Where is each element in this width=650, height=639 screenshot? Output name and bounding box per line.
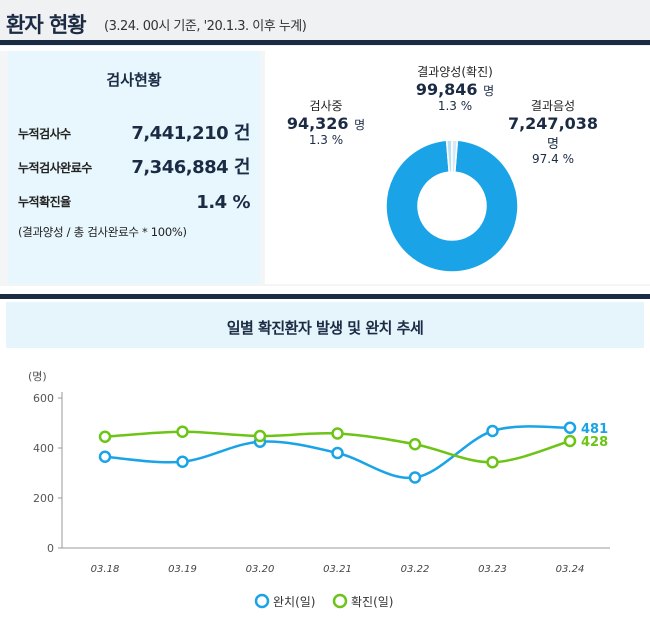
donut-label-value: 99,846 bbox=[415, 80, 478, 99]
page-header: 환자 현황 (3.24. 00시 기준, '20.1.3. 이후 누계) bbox=[0, 0, 650, 46]
legend-label-confirmed: 확진(일) bbox=[351, 595, 393, 609]
y-unit-label: (명) bbox=[28, 370, 47, 383]
legend-marker-confirmed bbox=[332, 593, 348, 609]
data-point-confirmed bbox=[253, 429, 267, 443]
header-divider bbox=[0, 40, 650, 45]
donut-label-unit: 명 bbox=[547, 137, 559, 152]
x-tick-label: 03.23 bbox=[478, 564, 507, 575]
donut-slice-negative bbox=[385, 139, 519, 273]
x-tick-label: 03.20 bbox=[246, 564, 275, 575]
data-point-recovered bbox=[486, 424, 499, 438]
page-subtitle: (3.24. 00시 기준, '20.1.3. 이후 누계) bbox=[104, 19, 307, 34]
y-tick-label: 400 bbox=[33, 442, 54, 455]
donut-slice-positive bbox=[451, 139, 459, 173]
donut-label-value: 94,326 bbox=[286, 114, 349, 133]
stat-label: 누적검사완료수 bbox=[18, 161, 92, 175]
chart-header: 일별 확진환자 발생 및 완치 추세 bbox=[6, 302, 644, 348]
legend-label-recovered: 완치(일) bbox=[273, 595, 315, 609]
data-point-confirmed bbox=[176, 425, 189, 438]
data-point-confirmed bbox=[331, 427, 344, 440]
stat-label: 누적확진율 bbox=[18, 195, 71, 209]
x-tick-label: 03.22 bbox=[401, 564, 430, 575]
end-value-label-confirmed: 428 bbox=[581, 435, 608, 450]
donut-label-unit: 명 bbox=[354, 118, 366, 132]
donut-label-name: 결과양성(확진) bbox=[417, 65, 493, 79]
donut-label-pending: 검사중 94,326 명 1.3 % bbox=[281, 97, 371, 147]
x-tick-label: 03.24 bbox=[556, 564, 585, 575]
stat-note: (결과양성 / 총 검사완료수 * 100%) bbox=[18, 225, 187, 239]
donut-chart bbox=[385, 139, 519, 273]
chart-title: 일별 확진환자 발생 및 완치 추세 bbox=[226, 319, 424, 337]
donut-label-pct: 97.4 % bbox=[532, 152, 574, 166]
stat-label: 누적검사수 bbox=[18, 127, 71, 141]
donut-label-negative: 결과음성 7,247,038 명 97.4 % bbox=[493, 97, 613, 166]
donut-label-value: 7,247,038 bbox=[507, 114, 599, 133]
section-divider bbox=[0, 294, 650, 299]
stat-value: 1.4 % bbox=[196, 192, 250, 213]
page-title: 환자 현황 bbox=[6, 13, 87, 37]
trend-chart-panel: 일별 확진환자 발생 및 완치 추세 (명) 600 400 200 0 03.18 03.… bbox=[0, 300, 650, 639]
donut-label-pct: 1.3 % bbox=[308, 133, 344, 147]
test-stats-box: 검사현황 누적검사수 7,441,210 건 누적검사완료수 7,346,884… bbox=[8, 51, 260, 284]
donut-chart-area: 검사중 94,326 명 1.3 % 결과양성(확진) 99,846 명 1.3… bbox=[265, 51, 650, 284]
data-point-confirmed bbox=[408, 438, 422, 451]
data-point-recovered bbox=[331, 446, 344, 460]
y-tick-label: 0 bbox=[47, 542, 54, 555]
data-point-recovered bbox=[176, 455, 189, 468]
data-point-recovered bbox=[98, 450, 112, 463]
test-status-panel: 검사현황 누적검사수 7,441,210 건 누적검사완료수 7,346,884… bbox=[0, 51, 650, 286]
legend-marker-recovered bbox=[254, 593, 270, 609]
data-point-confirmed bbox=[486, 456, 499, 469]
stat-row-completed-tests: 누적검사완료수 7,346,884 건 bbox=[18, 151, 258, 179]
data-point-confirmed bbox=[98, 430, 112, 443]
end-value-label-recovered: 481 bbox=[581, 422, 608, 437]
x-tick-label: 03.18 bbox=[91, 564, 120, 575]
donut-label-pct: 1.3 % bbox=[437, 99, 473, 113]
stat-value: 7,441,210 건 bbox=[131, 123, 250, 144]
data-point-confirmed bbox=[563, 434, 577, 448]
donut-label-unit: 명 bbox=[483, 84, 495, 98]
stat-row-positive-rate: 누적확진율 1.4 % bbox=[18, 185, 258, 213]
donut-label-positive: 결과양성(확진) 99,846 명 1.3 % bbox=[395, 63, 515, 113]
stat-row-total-tests: 누적검사수 7,441,210 건 bbox=[18, 117, 258, 145]
data-point-recovered bbox=[563, 421, 577, 434]
data-point-recovered bbox=[408, 471, 422, 484]
donut-label-name: 결과음성 bbox=[530, 99, 576, 113]
line-chart: (명) 600 400 200 0 03.18 03.19 03.20 03.21 03.22 03… bbox=[28, 370, 610, 609]
stats-title: 검사현황 bbox=[106, 71, 162, 89]
y-tick-label: 200 bbox=[33, 492, 54, 505]
donut-label-name: 검사중 bbox=[309, 99, 343, 113]
x-tick-label: 03.21 bbox=[323, 564, 352, 575]
x-tick-label: 03.19 bbox=[168, 564, 197, 575]
stat-value: 7,346,884 건 bbox=[131, 157, 250, 178]
y-tick-label: 600 bbox=[33, 392, 54, 405]
